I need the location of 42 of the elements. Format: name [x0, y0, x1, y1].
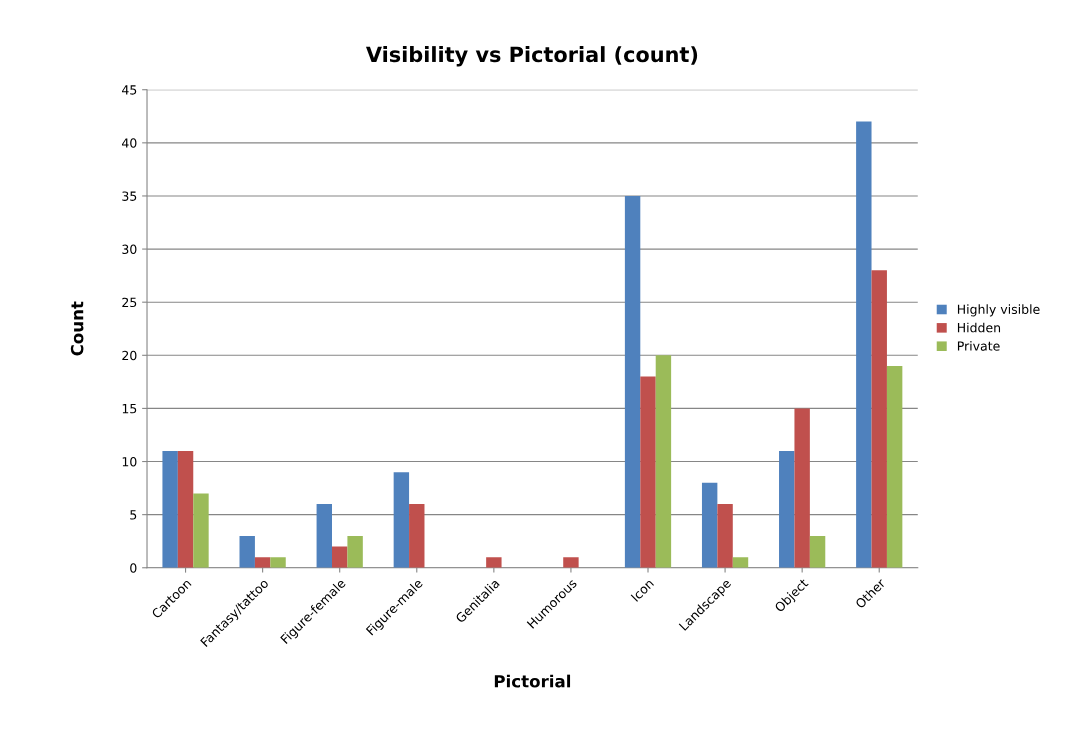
y-tick-label: 40 [122, 138, 137, 148]
bar [701, 482, 718, 568]
bar [640, 376, 656, 568]
y-axis-title: Count [70, 301, 84, 356]
chart-title: Visibility vs Pictorial (count) [365, 46, 698, 67]
legend-label: Private [957, 341, 1000, 351]
bar [794, 408, 810, 568]
y-tick-label: 15 [122, 404, 137, 414]
legend-label: Hidden [957, 322, 1001, 333]
bar [239, 535, 255, 568]
bar [177, 450, 194, 568]
x-axis-title: Pictorial [494, 674, 571, 688]
y-tick-label: 10 [122, 457, 137, 467]
bar [717, 504, 733, 568]
bar [332, 546, 348, 568]
bar [856, 121, 872, 568]
y-tick-label: 45 [122, 85, 137, 95]
bar [655, 355, 672, 568]
bar [162, 450, 178, 568]
bar [486, 557, 502, 568]
bar [270, 557, 286, 568]
bar [409, 504, 425, 568]
bar [809, 535, 826, 568]
legend-label: Highly visible [957, 304, 1040, 317]
bar [316, 504, 332, 568]
x-tick-label: Icon [630, 578, 655, 602]
bar [886, 365, 903, 568]
bar [254, 557, 271, 568]
y-tick-label: 35 [122, 191, 137, 201]
bar [779, 450, 795, 568]
bar [393, 472, 410, 568]
bar [624, 195, 641, 568]
bar [871, 270, 887, 568]
bar [732, 557, 749, 568]
bar [193, 493, 209, 568]
y-tick-label: 20 [122, 350, 137, 361]
y-tick-label: 25 [122, 297, 137, 308]
y-tick-label: 0 [130, 563, 137, 573]
y-tick-label: 30 [122, 244, 137, 254]
bar [563, 557, 579, 568]
y-tick-label: 5 [130, 510, 137, 520]
bar [347, 535, 363, 568]
